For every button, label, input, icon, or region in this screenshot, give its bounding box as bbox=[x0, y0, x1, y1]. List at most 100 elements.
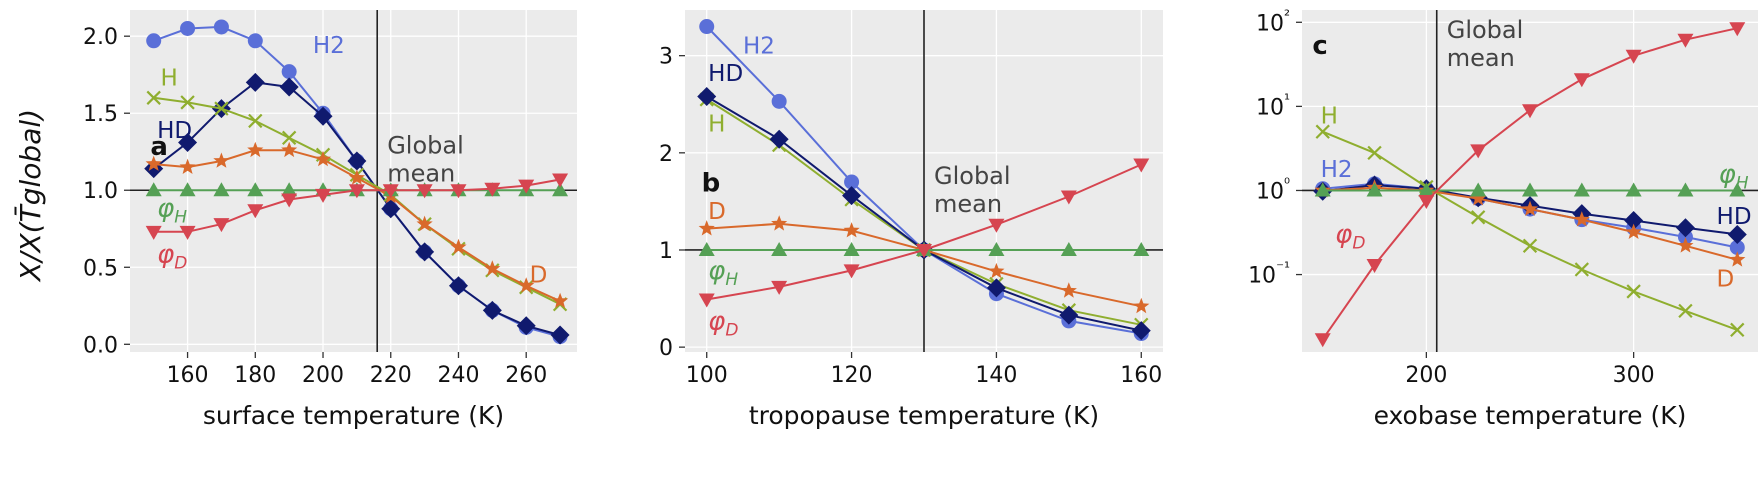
x-axis-label: surface temperature (K) bbox=[203, 401, 504, 430]
x-tick-label: 180 bbox=[234, 363, 276, 388]
data-point bbox=[314, 150, 332, 167]
data-point bbox=[1315, 124, 1330, 139]
y-tick-label: 1 bbox=[659, 239, 673, 264]
data-point bbox=[1729, 22, 1746, 37]
data-point bbox=[146, 90, 161, 105]
data-point bbox=[518, 277, 535, 293]
data-point bbox=[1677, 182, 1694, 197]
data-point bbox=[1729, 182, 1746, 197]
data-point bbox=[771, 280, 788, 295]
data-point bbox=[1677, 237, 1694, 253]
data-point bbox=[1675, 218, 1695, 238]
series-label: φD bbox=[1335, 220, 1365, 254]
data-point bbox=[1624, 210, 1644, 230]
data-point bbox=[247, 33, 263, 49]
data-point bbox=[516, 316, 536, 336]
series-phi-h bbox=[1314, 182, 1746, 197]
panel-c: 200 300 10⁻¹ 10⁰ 10¹ 10² exobase temperature (… bbox=[1248, 6, 1758, 430]
x-tick-label: 140 bbox=[975, 363, 1017, 388]
x-tick-label: 120 bbox=[831, 363, 873, 388]
x-tick-label: 200 bbox=[1405, 363, 1447, 388]
data-point bbox=[844, 174, 860, 190]
data-point bbox=[381, 199, 401, 219]
data-point bbox=[145, 182, 162, 197]
data-point bbox=[1470, 144, 1487, 159]
data-point bbox=[842, 186, 862, 206]
data-point bbox=[552, 182, 569, 197]
data-point bbox=[347, 151, 367, 171]
x-tick-label: 300 bbox=[1613, 363, 1655, 388]
data-point bbox=[1418, 194, 1435, 209]
data-point bbox=[1366, 258, 1383, 273]
data-point bbox=[1060, 241, 1077, 256]
data-point bbox=[313, 106, 333, 126]
data-point bbox=[1366, 182, 1383, 197]
y-tick-label: 1.5 bbox=[83, 102, 118, 127]
data-point bbox=[348, 184, 365, 199]
data-point bbox=[1626, 284, 1641, 299]
data-point bbox=[146, 33, 162, 49]
data-point bbox=[1470, 190, 1487, 206]
data-point bbox=[698, 293, 715, 308]
data-point bbox=[1133, 297, 1150, 314]
data-point bbox=[771, 215, 788, 231]
data-point bbox=[988, 218, 1005, 233]
y-tick-label: 10⁻¹ bbox=[1248, 259, 1290, 289]
series-hd bbox=[144, 72, 570, 345]
data-point bbox=[248, 113, 263, 129]
series-label: H2 bbox=[1321, 157, 1353, 183]
data-point bbox=[988, 241, 1005, 256]
data-point bbox=[178, 132, 198, 152]
data-point bbox=[986, 278, 1006, 298]
panel-b: 100 120 140 160 0 1 2 3 tropopause temperature (… bbox=[659, 10, 1163, 430]
data-point bbox=[213, 218, 230, 233]
data-point bbox=[550, 325, 570, 345]
data-point bbox=[180, 95, 195, 110]
x-tick-label: 200 bbox=[302, 363, 344, 388]
x-tick-label: 260 bbox=[505, 363, 547, 388]
data-point bbox=[1521, 200, 1539, 216]
data-point bbox=[518, 179, 535, 194]
data-point bbox=[450, 184, 467, 199]
x-tick-label: 240 bbox=[437, 363, 479, 388]
y-tick-label: 10² bbox=[1256, 6, 1290, 36]
data-point bbox=[1470, 182, 1487, 197]
data-point bbox=[214, 101, 229, 116]
data-point bbox=[771, 241, 788, 256]
data-point bbox=[281, 141, 298, 158]
data-point bbox=[482, 300, 502, 320]
data-point bbox=[1060, 282, 1077, 298]
data-point bbox=[1678, 303, 1693, 319]
global-mean-annotation: Global bbox=[387, 131, 464, 159]
data-point bbox=[450, 238, 467, 255]
series-label: HD bbox=[1717, 204, 1752, 230]
data-point bbox=[1573, 182, 1590, 197]
data-point bbox=[416, 215, 433, 231]
data-point bbox=[1133, 158, 1150, 173]
data-point bbox=[416, 184, 433, 199]
y-tick-label: 10¹ bbox=[1256, 90, 1290, 120]
series-h bbox=[1315, 124, 1745, 338]
data-point bbox=[247, 141, 264, 158]
y-tick-label: 0.0 bbox=[83, 333, 118, 358]
series-label: H bbox=[1321, 103, 1338, 129]
data-point bbox=[484, 260, 501, 276]
data-point bbox=[1522, 182, 1538, 197]
data-point bbox=[213, 182, 230, 197]
y-axis-label: X/X(T̄global) bbox=[13, 109, 47, 283]
series-label: φH bbox=[708, 256, 738, 290]
data-point bbox=[281, 64, 297, 80]
data-point bbox=[1727, 224, 1747, 244]
x-axis-label: exobase temperature (K) bbox=[1374, 401, 1687, 430]
data-point bbox=[315, 188, 332, 203]
y-tick-label: 2 bbox=[659, 142, 673, 167]
data-point bbox=[1522, 104, 1538, 119]
data-point bbox=[698, 241, 715, 256]
data-point bbox=[180, 20, 196, 36]
global-mean-annotation: mean bbox=[387, 159, 455, 187]
series-phi-d bbox=[145, 173, 569, 240]
series-label: H2 bbox=[313, 33, 345, 59]
global-mean-annotation: Global bbox=[934, 162, 1011, 190]
series-label: φH bbox=[1719, 159, 1749, 193]
data-point bbox=[145, 225, 162, 240]
